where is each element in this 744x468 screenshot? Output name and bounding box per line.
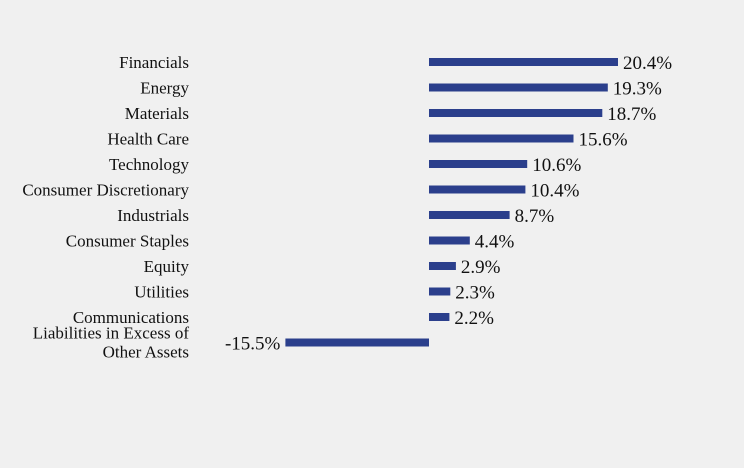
category-label: Technology [109,155,190,174]
value-label: 20.4% [623,53,672,74]
value-label: 8.7% [515,206,555,227]
category-label: Utilities [134,283,189,302]
category-label: Industrials [117,206,189,225]
category-label: Liabilities in Excess of Other Assets [33,324,190,362]
bar-technology [429,160,528,168]
bar-industrials [429,211,510,219]
value-label: 2.3% [455,283,495,304]
category-label: Financials [119,53,189,72]
value-label: 4.4% [475,232,515,253]
category-label: Energy [140,79,189,98]
value-label: 2.9% [461,257,501,278]
bar-materials [429,109,603,117]
bar-consumer-staples [429,236,470,245]
category-labels-layer: Financials Energy Materials Health Care Tech… [22,53,189,362]
value-labels-layer: 20.4% 19.3% 18.7% 15.6% 10.6% 10.4% 8.7%4.4% 2.… [225,53,672,355]
bar-utilities [429,287,451,296]
bar-liabilities-in-excess-of-other-assets [285,338,429,347]
bars-layer [285,58,618,347]
value-label: -15.5% [225,334,281,355]
bar-equity [429,262,456,270]
category-label: Health Care [107,130,189,149]
value-label: 10.4% [530,181,579,202]
bar-health-care [429,134,574,143]
category-label: Consumer Discretionary [22,181,189,200]
value-label: 18.7% [607,104,656,125]
category-label: Communications [73,308,189,327]
bar-energy [429,83,608,92]
value-label: 15.6% [579,130,628,151]
bar-communications [429,313,450,321]
category-label: Equity [144,257,190,276]
bar-financials [429,58,618,66]
value-label: 10.6% [532,155,581,176]
bar-consumer-discretionary [429,185,526,194]
value-label: 2.2% [454,308,494,329]
category-label: Consumer Staples [66,232,189,251]
value-label: 19.3% [613,79,662,100]
category-label: Materials [125,104,189,123]
